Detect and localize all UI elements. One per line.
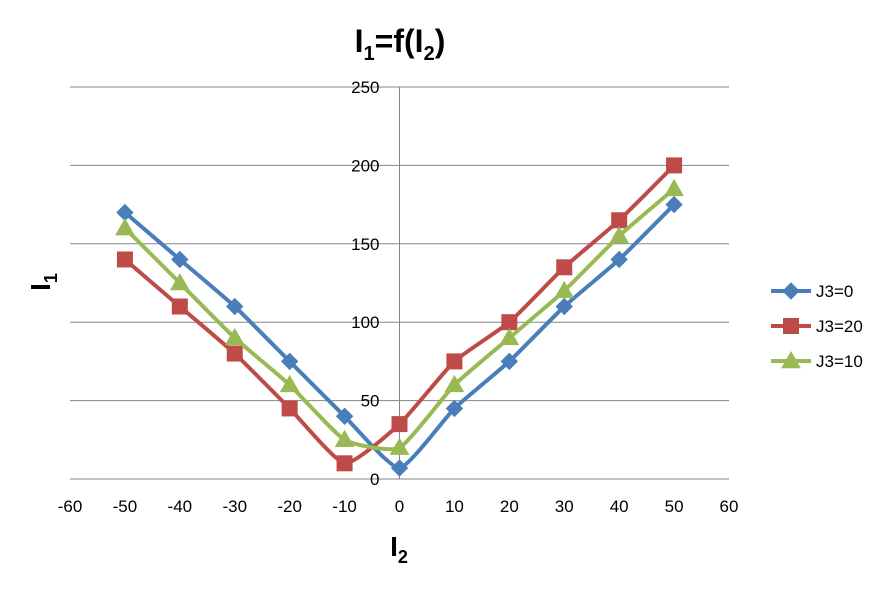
x-tick-label: 40 — [610, 497, 629, 516]
y-tick-label: 200 — [351, 156, 379, 175]
series-0 — [116, 195, 683, 477]
data-point — [445, 399, 464, 418]
data-point — [334, 429, 355, 448]
y-axis-title: I1 — [25, 273, 61, 291]
legend: J3=0 J3=20 J3=10 — [771, 282, 863, 371]
x-axis-title: I2 — [390, 531, 408, 567]
data-point — [554, 280, 575, 299]
data-point — [664, 178, 684, 197]
x-tick-label: 30 — [555, 497, 574, 516]
legend-marker — [781, 350, 801, 369]
x-tick-label: -40 — [168, 497, 193, 516]
data-point — [115, 218, 135, 236]
data-point — [611, 212, 628, 229]
axes — [70, 87, 729, 480]
data-point — [391, 416, 408, 433]
data-point — [171, 250, 189, 269]
data-point — [226, 345, 243, 362]
x-tick-label: -20 — [277, 497, 302, 516]
legend-marker — [783, 318, 799, 334]
legend-marker — [782, 282, 800, 300]
data-point — [226, 297, 244, 316]
data-point — [389, 437, 410, 455]
y-tick-label: 100 — [351, 313, 379, 332]
x-tick-label: -10 — [332, 497, 357, 516]
x-tick-label: 50 — [665, 497, 684, 516]
data-point — [390, 459, 409, 477]
data-point — [336, 455, 353, 472]
data-point — [556, 259, 573, 276]
y-tick-label: 250 — [351, 78, 379, 97]
data-point — [224, 327, 245, 346]
data-point — [171, 298, 188, 315]
data-point — [500, 352, 519, 371]
x-tick-label: -50 — [113, 497, 138, 516]
x-tick-label: -30 — [222, 497, 247, 516]
data-point — [609, 225, 630, 244]
y-tick-label: 150 — [351, 235, 379, 254]
y-tick-label: 0 — [370, 470, 379, 489]
x-tick-label: 20 — [500, 497, 519, 516]
x-tick-label: 10 — [445, 497, 464, 516]
data-point — [501, 314, 518, 331]
data-point — [666, 157, 683, 174]
data-point — [281, 400, 298, 417]
data-point — [444, 374, 465, 393]
data-point — [499, 327, 520, 346]
x-tick-label: -60 — [58, 497, 83, 516]
legend-item: J3=0 — [771, 282, 853, 301]
legend-item: J3=10 — [771, 350, 863, 371]
data-point — [446, 353, 463, 370]
data-point — [610, 250, 628, 269]
series-2 — [115, 178, 684, 455]
x-tick-label: 60 — [720, 497, 739, 516]
data-point — [169, 272, 190, 291]
data-point — [335, 407, 354, 425]
series-group — [115, 157, 684, 477]
data-point — [116, 251, 133, 268]
legend-item: J3=20 — [771, 317, 863, 336]
legend-label: J3=0 — [816, 282, 853, 301]
y-tick-label: 50 — [361, 392, 380, 411]
data-point — [665, 195, 683, 214]
chart-title: I1=f(I2) — [355, 23, 446, 65]
data-point — [279, 374, 300, 393]
data-point — [280, 352, 299, 371]
x-tick-label: 0 — [395, 497, 404, 516]
legend-label: J3=20 — [816, 317, 863, 336]
tick-labels: 0 50 100 150 200 250 -60 -50 -40 -30 -20 -10 0 10 20 30… — [58, 78, 739, 516]
data-point — [555, 297, 573, 316]
legend-label: J3=10 — [816, 352, 863, 371]
